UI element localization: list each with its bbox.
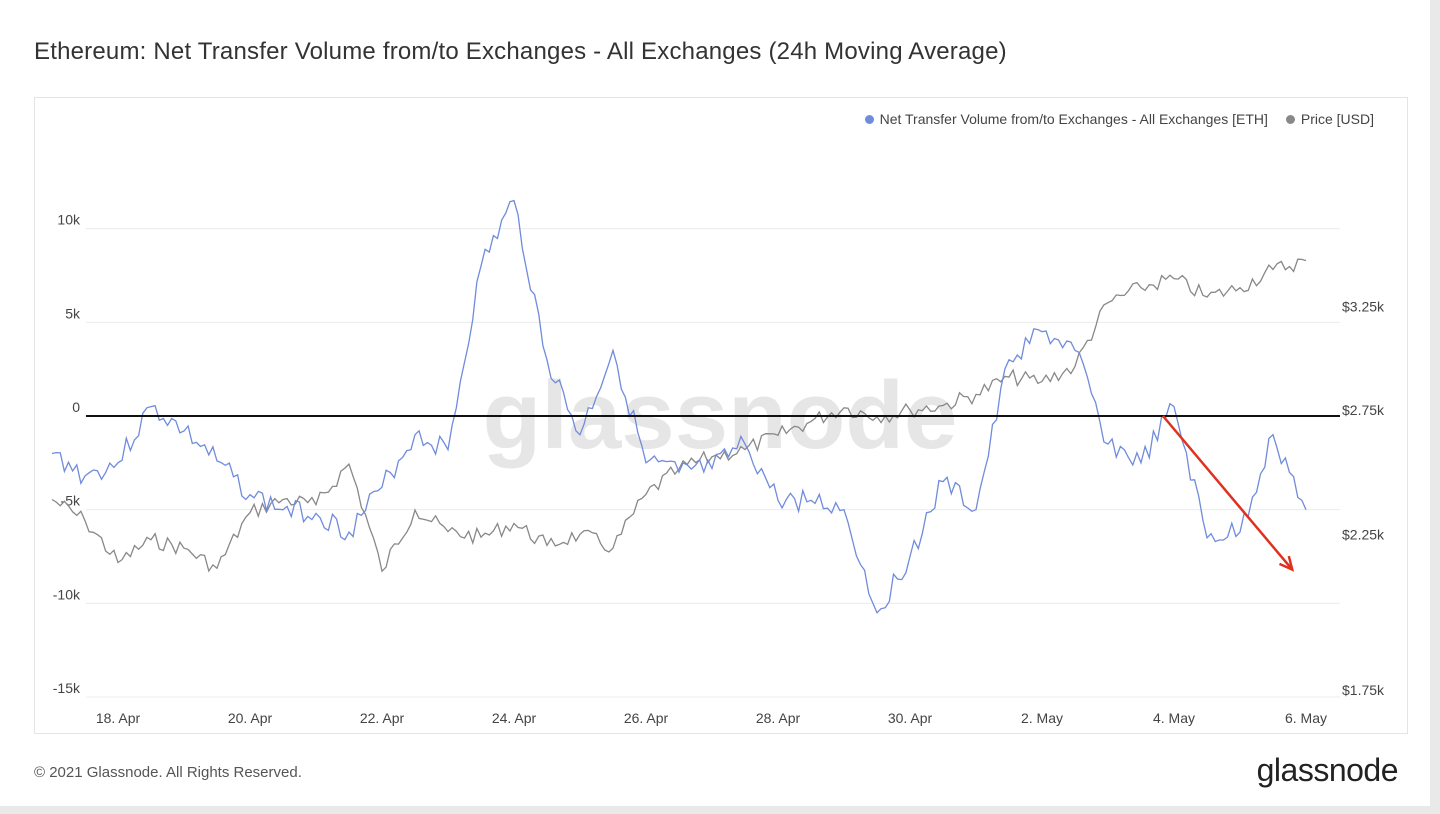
x-tick-label: 20. Apr bbox=[228, 710, 273, 726]
x-tick-label: 6. May bbox=[1285, 710, 1327, 726]
y-left-tick-label: 10k bbox=[57, 212, 81, 228]
legend: Net Transfer Volume from/to Exchanges - … bbox=[864, 111, 1374, 127]
y-left-tick-label: -15k bbox=[53, 680, 81, 696]
legend-marker-price bbox=[1285, 114, 1295, 124]
x-tick-label: 26. Apr bbox=[624, 710, 669, 726]
y-left-tick-label: -10k bbox=[53, 586, 81, 602]
x-tick-label: 24. Apr bbox=[492, 710, 537, 726]
series-line-price bbox=[51, 258, 1307, 573]
x-tick-label: 4. May bbox=[1153, 710, 1195, 726]
y-right-tick-label: $2.75k bbox=[1342, 402, 1385, 418]
x-tick-label: 28. Apr bbox=[756, 710, 801, 726]
x-tick-label: 22. Apr bbox=[360, 710, 405, 726]
glassnode-logo: glassnode bbox=[1256, 752, 1399, 788]
annotation-arrow-shaft bbox=[1162, 415, 1294, 571]
y-right-tick-label: $1.75k bbox=[1342, 682, 1385, 698]
copyright-text: © 2021 Glassnode. All Rights Reserved. bbox=[34, 764, 302, 781]
y-right-tick-label: $3.25k bbox=[1342, 299, 1385, 315]
x-tick-label: 18. Apr bbox=[96, 710, 141, 726]
legend-label-price: Price [USD] bbox=[1300, 111, 1374, 127]
legend-item-volume[interactable]: Net Transfer Volume from/to Exchanges - … bbox=[864, 111, 1268, 127]
series-line-volume bbox=[51, 199, 1307, 614]
legend-marker-volume bbox=[864, 114, 874, 124]
x-tick-label: 2. May bbox=[1021, 710, 1063, 726]
y-right-tick-label: $2.25k bbox=[1342, 526, 1385, 542]
legend-label-volume: Net Transfer Volume from/to Exchanges - … bbox=[879, 111, 1268, 127]
x-tick-label: 30. Apr bbox=[888, 710, 933, 726]
legend-item-price[interactable]: Price [USD] bbox=[1285, 111, 1374, 127]
annotation-arrow-head bbox=[1278, 555, 1295, 572]
y-left-tick-label: 0 bbox=[72, 399, 80, 415]
y-left-tick-label: 5k bbox=[65, 305, 81, 321]
chart-title: Ethereum: Net Transfer Volume from/to Ex… bbox=[34, 38, 1007, 65]
y-left-tick-label: -5k bbox=[61, 493, 81, 509]
